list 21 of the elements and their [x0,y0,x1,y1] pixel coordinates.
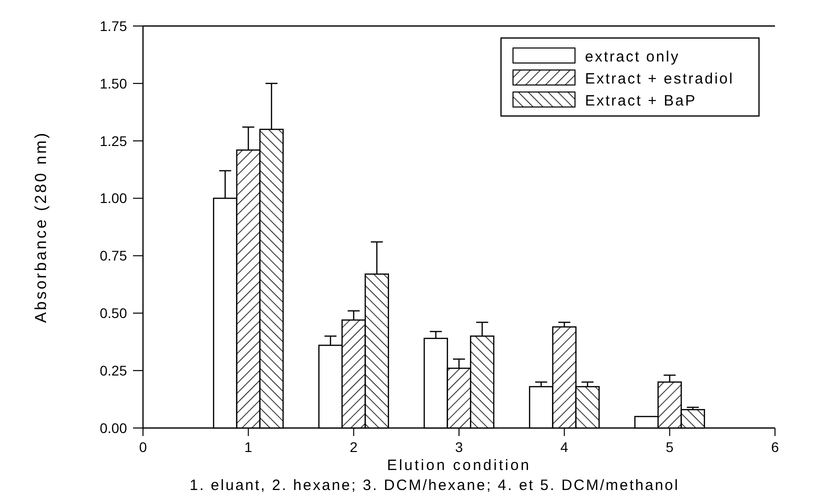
y-tick-label: 0.00 [100,420,128,436]
x-tick-label: 2 [350,439,358,455]
y-tick-label: 1.25 [100,132,128,149]
x-tick-label: 5 [666,439,674,455]
x-tick-label: 6 [771,439,780,455]
y-tick-label: 0.25 [100,362,128,378]
text: 1. eluant, 2. hexane; 3. DCM/hexane; 4. et 5. DCM/methanol [190,477,680,494]
y-tick-label: 1.50 [100,75,128,92]
x-tick-label: 3 [455,439,464,455]
x-tick-label: 0 [139,439,148,455]
y-axis-title: Absorbance (280 nm) [33,131,50,323]
legend-label: Extract + estradiol [585,70,734,88]
x-tick-label: 1 [244,439,252,455]
y-tick-label: 0.75 [100,248,128,264]
y-tick-label: 0.50 [100,305,128,322]
y-tick-label: 1.00 [100,190,128,206]
x-axis-title: Elution condition [386,457,532,474]
x-tick-label: 4 [560,439,568,455]
y-tick-label: 1.75 [100,18,128,34]
legend-label: extract only [585,48,680,66]
legend-label: Extract + BaP [585,92,697,110]
